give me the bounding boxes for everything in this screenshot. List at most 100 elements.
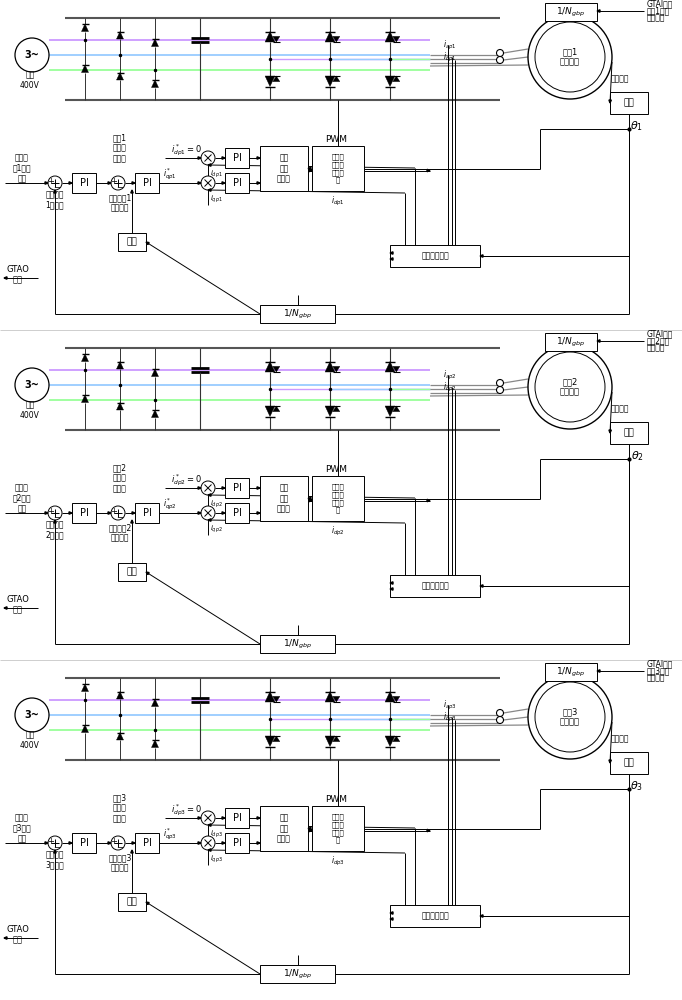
Text: 微分: 微分 [127, 237, 137, 246]
Text: PI: PI [233, 838, 241, 848]
Polygon shape [609, 760, 611, 763]
Polygon shape [390, 588, 393, 590]
Text: 电机转速: 电机转速 [611, 404, 629, 414]
Polygon shape [385, 736, 395, 746]
Text: $\theta_2$: $\theta_2$ [631, 449, 644, 463]
Polygon shape [390, 912, 393, 914]
Polygon shape [222, 487, 225, 489]
Text: 实测桨叶
3桨距角: 实测桨叶 3桨距角 [46, 850, 64, 870]
Polygon shape [108, 182, 111, 184]
Text: $i_{bp1}$: $i_{bp1}$ [443, 50, 457, 64]
Polygon shape [385, 31, 395, 42]
Polygon shape [393, 36, 400, 42]
Text: +: + [48, 506, 55, 516]
Text: PI: PI [143, 508, 151, 518]
Text: +: + [110, 506, 117, 516]
Polygon shape [333, 736, 340, 742]
Text: −: − [117, 184, 123, 192]
Bar [260, 146, 308, 191]
Polygon shape [108, 512, 111, 514]
Bar [225, 503, 249, 523]
Polygon shape [390, 918, 393, 920]
Circle shape [496, 710, 503, 716]
Polygon shape [222, 842, 225, 844]
Text: −: − [53, 514, 61, 522]
Text: 实测桨叶3
变桨速率: 实测桨叶3 变桨速率 [108, 853, 132, 873]
Text: 积分: 积分 [623, 758, 634, 768]
Text: $\theta_1$: $\theta_1$ [630, 119, 644, 133]
Circle shape [201, 481, 215, 495]
Polygon shape [54, 190, 56, 193]
Text: PWM: PWM [325, 466, 347, 475]
Polygon shape [385, 76, 395, 87]
Bar [135, 833, 159, 853]
Polygon shape [333, 366, 340, 372]
Text: PI: PI [233, 153, 241, 163]
Bar [312, 806, 364, 851]
Polygon shape [273, 36, 280, 42]
Polygon shape [257, 512, 260, 514]
Circle shape [48, 836, 62, 850]
Circle shape [15, 698, 49, 732]
Text: 坐标旋转变换: 坐标旋转变换 [421, 912, 449, 920]
Polygon shape [82, 354, 89, 361]
Polygon shape [132, 842, 135, 844]
Text: 桨叶3
变桨电机: 桨叶3 变桨电机 [560, 707, 580, 727]
Text: 微分: 微分 [127, 568, 137, 576]
Text: 坐标
旋转
逆变换: 坐标 旋转 逆变换 [277, 814, 291, 843]
Polygon shape [597, 340, 600, 342]
Bar [390, 575, 480, 597]
Polygon shape [151, 369, 158, 376]
Text: PI: PI [233, 813, 241, 823]
Polygon shape [265, 76, 275, 87]
Text: PI: PI [80, 178, 89, 188]
Bar [118, 893, 146, 911]
Polygon shape [609, 430, 611, 433]
Polygon shape [257, 817, 260, 819]
Polygon shape [117, 361, 123, 369]
Polygon shape [325, 361, 335, 372]
Circle shape [528, 345, 612, 429]
Text: 负载力矩: 负载力矩 [647, 344, 666, 353]
Text: 实测桨叶
1桨距角: 实测桨叶 1桨距角 [46, 190, 64, 210]
Text: $i_{qp3}^*$: $i_{qp3}^*$ [163, 826, 177, 842]
Circle shape [201, 506, 215, 520]
Text: +: + [48, 836, 55, 846]
Polygon shape [308, 497, 311, 500]
Text: $i_{ap2}$: $i_{ap2}$ [443, 368, 457, 382]
Text: $i_{dp3}$: $i_{dp3}$ [210, 828, 223, 840]
Polygon shape [325, 692, 335, 702]
Bar [610, 752, 648, 774]
Polygon shape [480, 255, 483, 257]
Circle shape [528, 675, 612, 759]
Polygon shape [385, 692, 395, 702]
Circle shape [496, 386, 503, 393]
Bar [260, 635, 335, 653]
Text: 电压空
间矢量
脉宽调
制: 电压空 间矢量 脉宽调 制 [331, 814, 344, 843]
Circle shape [496, 56, 503, 64]
Text: −: − [117, 514, 123, 522]
Text: $i_{ap1}$: $i_{ap1}$ [443, 38, 457, 52]
Polygon shape [151, 80, 158, 88]
Polygon shape [151, 740, 158, 748]
Polygon shape [265, 406, 275, 416]
Polygon shape [390, 252, 393, 254]
Bar [610, 422, 648, 444]
Text: 电机转速: 电机转速 [611, 75, 629, 84]
Bar [260, 476, 308, 521]
Bar [260, 806, 308, 851]
Circle shape [535, 22, 605, 92]
Polygon shape [222, 157, 225, 159]
Polygon shape [208, 189, 211, 191]
Polygon shape [198, 512, 201, 514]
Polygon shape [117, 31, 123, 39]
Bar [72, 173, 96, 193]
Text: $1/N_{gbp}$: $1/N_{gbp}$ [283, 307, 312, 321]
Text: GTAI输入: GTAI输入 [647, 660, 673, 668]
Polygon shape [309, 829, 312, 832]
Text: $i_{qp2}^*$: $i_{qp2}^*$ [163, 496, 177, 512]
Circle shape [201, 176, 215, 190]
Circle shape [201, 811, 215, 825]
Polygon shape [4, 937, 7, 939]
Polygon shape [325, 31, 335, 42]
